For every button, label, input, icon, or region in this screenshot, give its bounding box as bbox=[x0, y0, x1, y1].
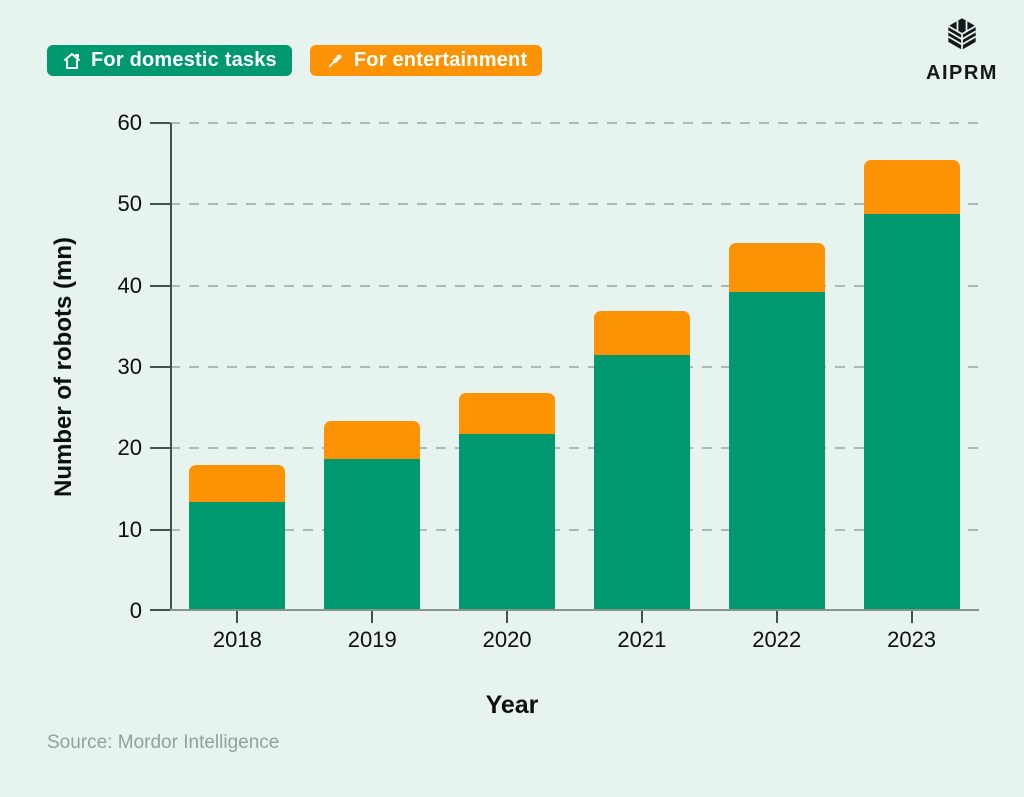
brand-name: AIPRM bbox=[926, 62, 998, 84]
bar-2020-entertainment bbox=[459, 393, 556, 435]
bar-2023-domestic bbox=[863, 213, 960, 609]
gridline-20 bbox=[170, 447, 979, 450]
gridline-10 bbox=[170, 528, 979, 531]
x-tick-2022 bbox=[775, 611, 778, 623]
bar-2021-entertainment bbox=[593, 310, 690, 356]
source-note: Source: Mordor Intelligence bbox=[47, 732, 280, 753]
y-tick-50 bbox=[150, 203, 170, 206]
y-tick-60 bbox=[150, 122, 170, 124]
bar-2019-domestic bbox=[324, 458, 421, 609]
x-tick-label-2018: 2018 bbox=[212, 627, 262, 652]
bar-2022-entertainment bbox=[728, 243, 825, 292]
bar-2018-domestic bbox=[189, 501, 286, 609]
bar-2022-domestic bbox=[728, 291, 825, 609]
legend-label-domestic: For domestic tasks bbox=[91, 49, 277, 71]
legend: For domestic tasks For entertainment bbox=[47, 45, 543, 76]
x-tick-2020 bbox=[506, 611, 509, 623]
y-tick-20 bbox=[150, 447, 170, 450]
x-axis-line bbox=[150, 609, 979, 611]
pushpin-icon bbox=[325, 51, 345, 71]
x-tick-label-2023: 2023 bbox=[887, 627, 937, 652]
y-tick-30 bbox=[150, 366, 170, 368]
gridline-60 bbox=[170, 122, 979, 124]
bar-2023-entertainment bbox=[863, 160, 960, 214]
y-tick-40 bbox=[150, 284, 170, 287]
y-tick-label-50: 50 bbox=[117, 191, 142, 217]
plot-area: 0 10 20 30 40 50 60 2018 2019 2020 2021 2022 2023 bbox=[118, 111, 979, 652]
bar-2021-domestic bbox=[593, 355, 690, 609]
x-axis-title: Year bbox=[485, 691, 539, 719]
x-tick-2019 bbox=[371, 611, 374, 623]
x-tick-label-2021: 2021 bbox=[617, 627, 667, 652]
gridline-30 bbox=[170, 366, 979, 368]
y-tick-label-10: 10 bbox=[117, 516, 142, 542]
y-axis-title: Number of robots (mn) bbox=[50, 237, 77, 497]
bar-2019-entertainment bbox=[324, 421, 421, 459]
x-tick-label-2022: 2022 bbox=[752, 627, 802, 652]
x-tick-2021 bbox=[640, 611, 643, 623]
x-tick-2018 bbox=[236, 611, 239, 623]
y-tick-0 bbox=[150, 609, 170, 611]
bar-2018-entertainment bbox=[189, 465, 286, 502]
bar-2020-domestic bbox=[459, 434, 556, 609]
legend-label-entertainment: For entertainment bbox=[353, 49, 528, 71]
x-tick-label-2019: 2019 bbox=[347, 627, 397, 652]
legend-item-domestic: For domestic tasks bbox=[47, 45, 292, 76]
y-axis-line bbox=[170, 123, 172, 611]
y-tick-label-30: 30 bbox=[117, 354, 142, 379]
x-tick-label-2020: 2020 bbox=[482, 627, 532, 652]
aiprm-logo-icon bbox=[940, 13, 984, 60]
y-tick-label-20: 20 bbox=[117, 435, 142, 461]
y-tick-label-0: 0 bbox=[129, 598, 142, 623]
gridline-50 bbox=[170, 203, 979, 206]
gridline-40 bbox=[170, 284, 979, 287]
y-tick-label-40: 40 bbox=[117, 272, 142, 298]
x-tick-2023 bbox=[910, 611, 913, 623]
brand: AIPRM bbox=[920, 13, 1004, 85]
y-tick-10 bbox=[150, 528, 170, 531]
house-icon bbox=[62, 51, 82, 71]
legend-item-entertainment: For entertainment bbox=[309, 45, 543, 76]
y-tick-label-60: 60 bbox=[117, 110, 142, 135]
